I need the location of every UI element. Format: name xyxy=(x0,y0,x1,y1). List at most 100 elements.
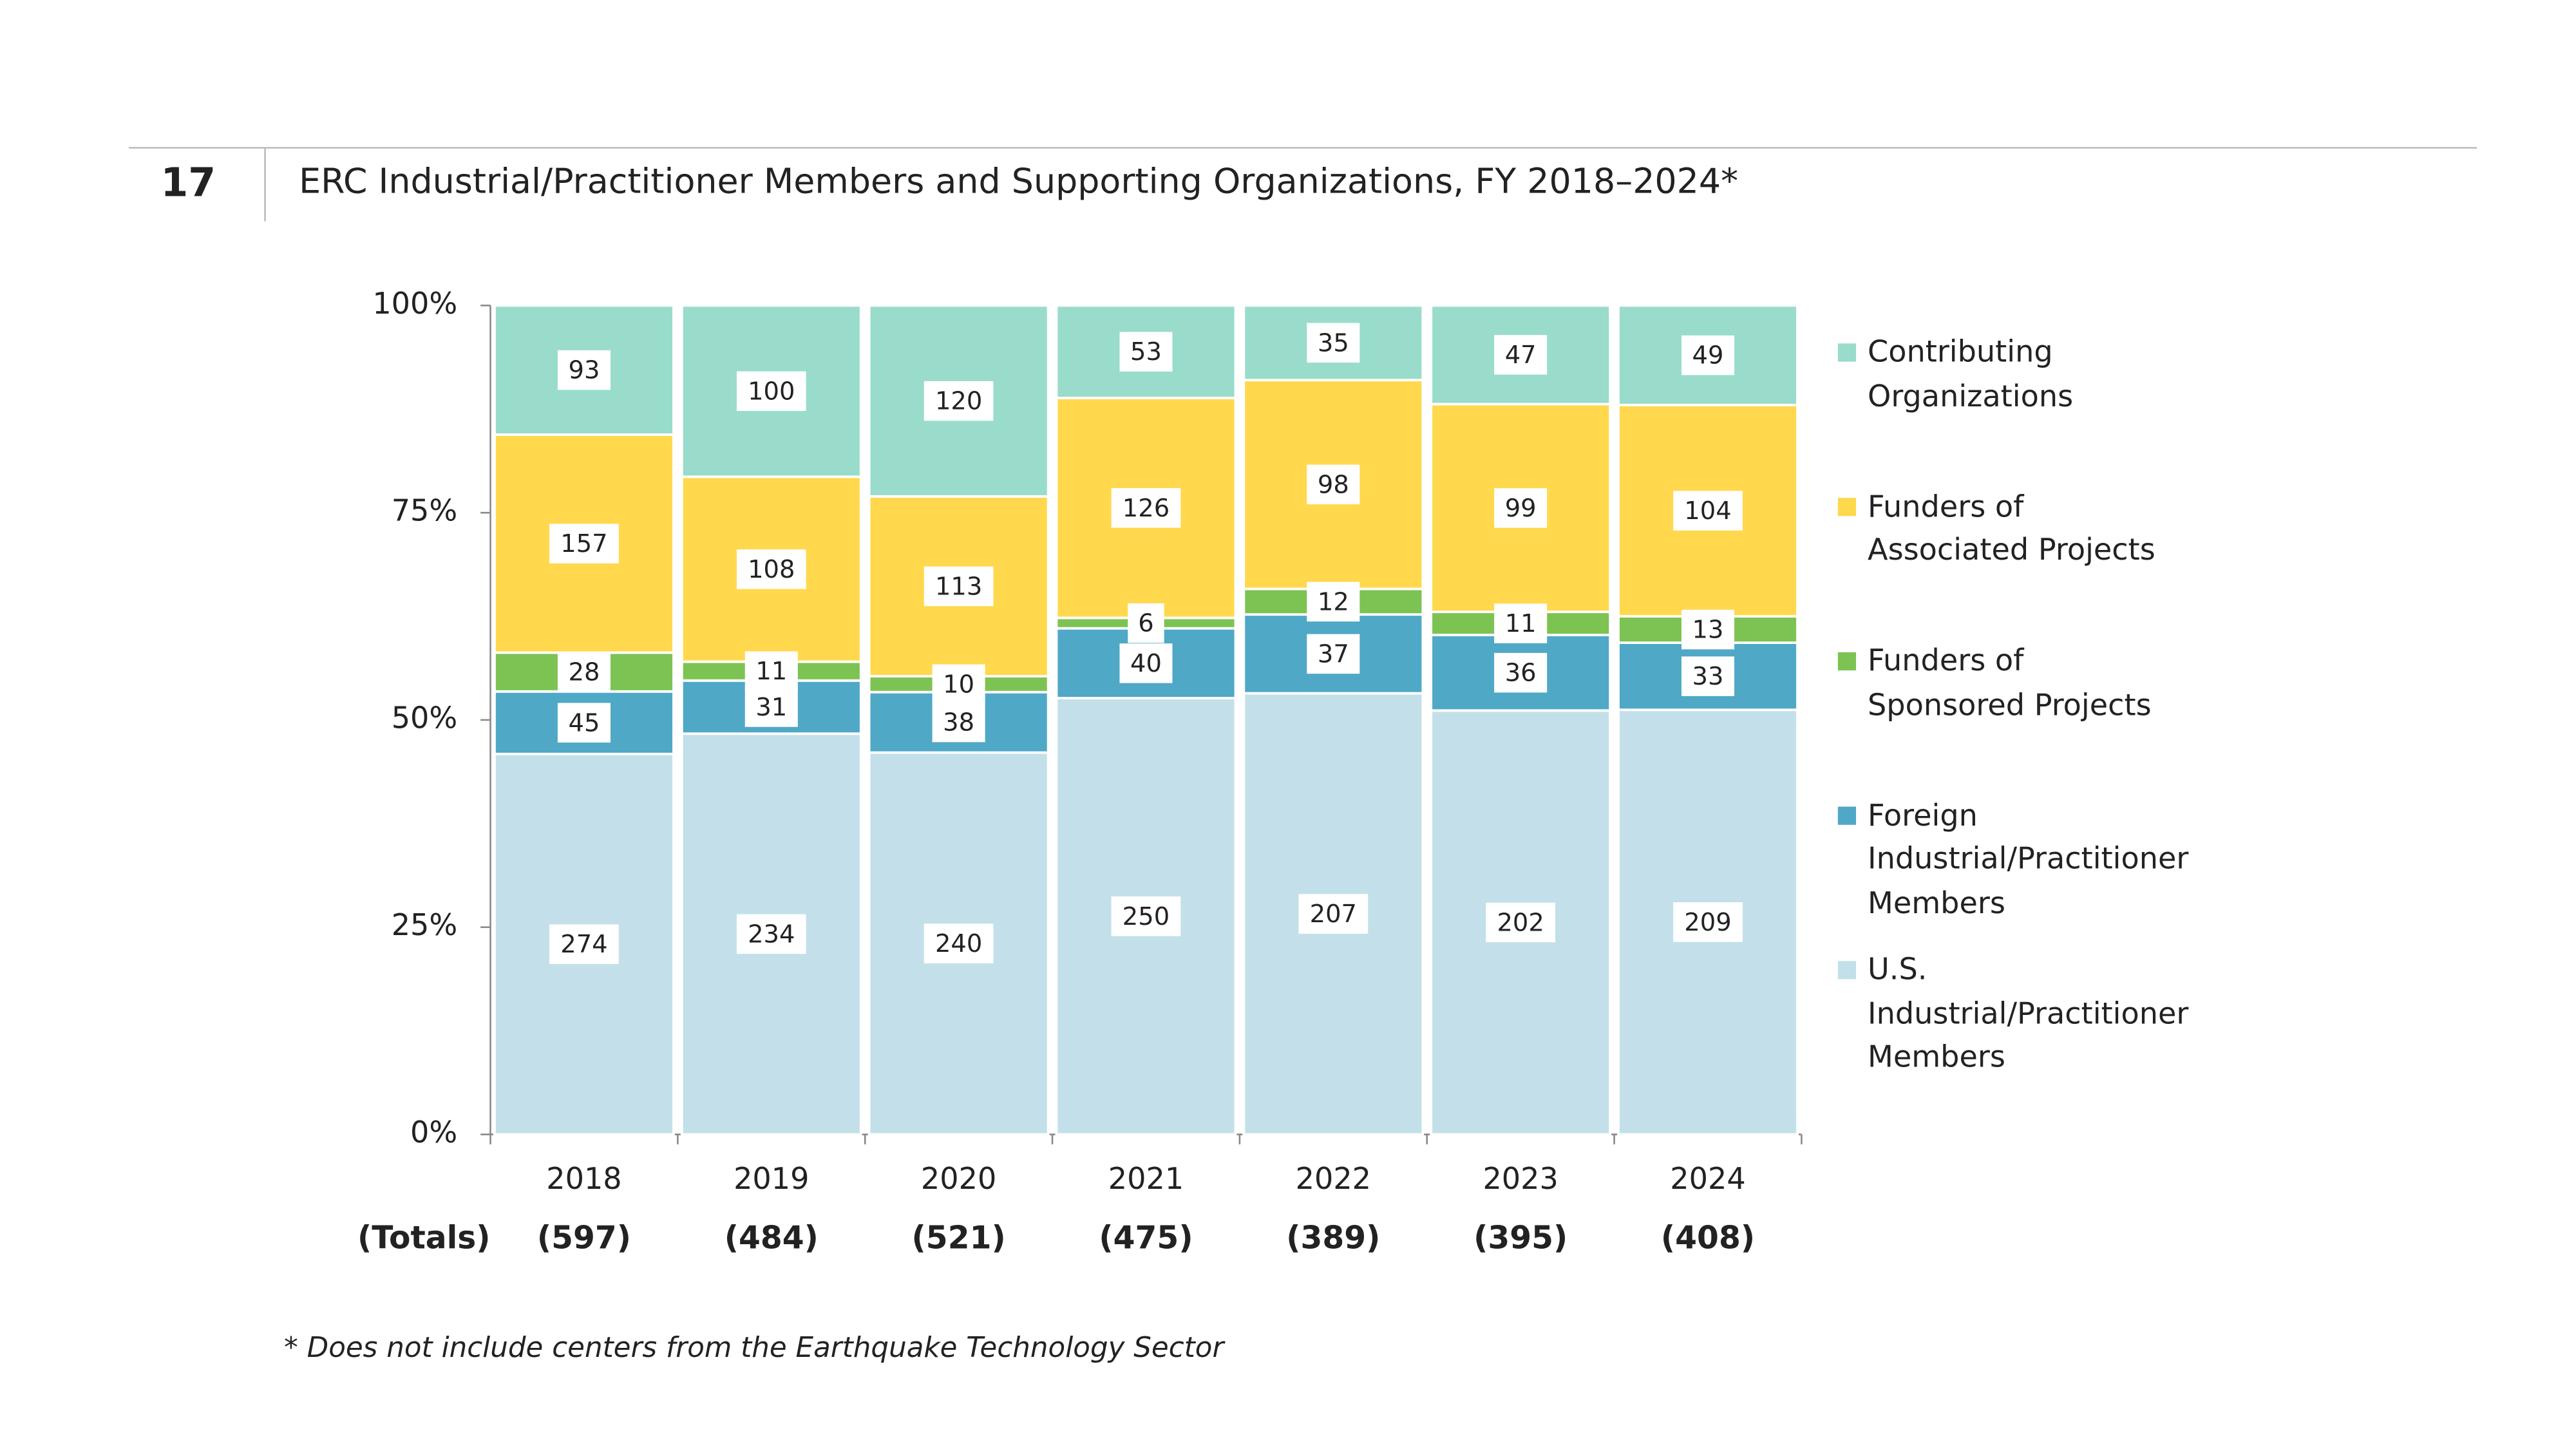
data-label: 207 xyxy=(1310,900,1357,929)
x-tick-label: 2022 xyxy=(1296,1161,1371,1196)
label-box xyxy=(736,914,806,954)
legend-label: Funders of Sponsored Projects xyxy=(1868,644,2152,723)
data-label: 53 xyxy=(1130,337,1162,366)
label-box xyxy=(1111,488,1181,528)
data-label: 274 xyxy=(560,930,607,959)
label-box xyxy=(1111,896,1181,936)
chart-title: ERC Industrial/Practitioner Members and … xyxy=(299,160,1738,201)
y-tick-label: 75% xyxy=(392,493,458,528)
data-label: 100 xyxy=(748,377,795,406)
label-box xyxy=(932,702,985,743)
legend-item: Funders of Associated Projects xyxy=(1868,489,2155,569)
label-box xyxy=(1119,332,1173,372)
data-label: 28 xyxy=(568,658,600,687)
label-box xyxy=(1673,902,1743,942)
data-label: 99 xyxy=(1505,494,1537,523)
data-label: 234 xyxy=(748,920,795,949)
total-label: (408) xyxy=(1661,1220,1755,1256)
legend-swatch xyxy=(1837,343,1857,362)
label-box xyxy=(1681,656,1735,696)
data-label: 13 xyxy=(1692,616,1724,645)
data-label: 45 xyxy=(568,708,600,737)
data-label: 93 xyxy=(568,356,600,385)
data-label: 104 xyxy=(1684,497,1731,526)
label-box xyxy=(1307,582,1360,622)
data-label: 209 xyxy=(1684,908,1731,937)
label-box xyxy=(736,549,806,589)
data-label: 38 xyxy=(943,708,974,737)
data-label: 108 xyxy=(748,555,795,584)
legend-item: Funders of Sponsored Projects xyxy=(1868,644,2152,723)
legend-item: U.S. Industrial/Practitioner Members xyxy=(1868,952,2189,1075)
data-label: 98 xyxy=(1318,470,1349,499)
legend-swatch xyxy=(1837,806,1857,825)
y-tick-label: 100% xyxy=(372,286,457,321)
label-box xyxy=(1307,323,1360,363)
data-label: 10 xyxy=(943,670,974,699)
legend-label: U.S. Industrial/Practitioner Members xyxy=(1868,952,2189,1075)
label-box xyxy=(923,566,994,607)
legend-item: Contributing Organizations xyxy=(1868,335,2074,414)
data-label: 31 xyxy=(755,693,787,722)
label-box xyxy=(557,350,611,390)
label-box xyxy=(1494,335,1548,375)
label-box xyxy=(1673,491,1743,531)
label-box xyxy=(744,687,798,727)
label-box xyxy=(1494,488,1548,528)
label-box xyxy=(1307,464,1360,505)
label-box xyxy=(1494,603,1548,643)
data-label: 202 xyxy=(1497,908,1544,937)
label-box xyxy=(549,524,619,564)
data-label: 120 xyxy=(935,387,982,416)
total-label: (475) xyxy=(1099,1220,1193,1256)
footnote: * Does not include centers from the Eart… xyxy=(284,1332,1226,1364)
legend-label: Contributing Organizations xyxy=(1868,335,2074,414)
data-label: 36 xyxy=(1505,659,1537,688)
total-label: (521) xyxy=(912,1220,1006,1256)
label-box xyxy=(557,652,611,692)
label-box xyxy=(1307,634,1360,674)
label-box xyxy=(1128,603,1164,643)
x-tick-label: 2020 xyxy=(921,1161,996,1196)
legend-swatch xyxy=(1837,498,1857,516)
data-label: 49 xyxy=(1692,341,1724,370)
total-label: (395) xyxy=(1473,1220,1567,1256)
bar-segment xyxy=(1430,304,1612,406)
legend-label: Foreign Industrial/Practitioner Members xyxy=(1868,798,2189,921)
total-label: (597) xyxy=(537,1220,631,1256)
data-label: 37 xyxy=(1318,639,1349,668)
x-tick-label: 2019 xyxy=(734,1161,809,1196)
data-label: 126 xyxy=(1122,494,1170,523)
label-box xyxy=(923,381,994,421)
total-label: (389) xyxy=(1286,1220,1380,1256)
x-tick-label: 2023 xyxy=(1482,1161,1558,1196)
y-tick-label: 0% xyxy=(410,1115,457,1150)
data-label: 157 xyxy=(560,529,607,558)
label-box xyxy=(736,371,806,412)
label-box xyxy=(1681,335,1735,375)
legend-swatch xyxy=(1837,961,1857,980)
label-box xyxy=(923,923,994,963)
data-label: 6 xyxy=(1138,609,1153,638)
data-label: 240 xyxy=(935,929,982,958)
data-label: 113 xyxy=(935,572,982,601)
data-label: 11 xyxy=(1505,609,1537,638)
legend-label: Funders of Associated Projects xyxy=(1868,489,2155,569)
label-box xyxy=(1298,894,1368,934)
label-box xyxy=(1681,609,1735,650)
legend-swatch xyxy=(1837,652,1857,671)
label-box xyxy=(557,703,611,743)
label-box xyxy=(549,924,619,964)
label-box xyxy=(1119,643,1173,683)
label-box xyxy=(1486,902,1556,943)
x-tick-label: 2021 xyxy=(1108,1161,1184,1196)
total-label: (484) xyxy=(724,1220,819,1256)
data-label: 12 xyxy=(1318,587,1349,616)
y-tick-label: 25% xyxy=(392,907,458,942)
data-label: 40 xyxy=(1130,649,1162,678)
label-box xyxy=(1494,652,1548,693)
totals-label: (Totals) xyxy=(357,1220,491,1256)
label-box xyxy=(744,651,798,691)
